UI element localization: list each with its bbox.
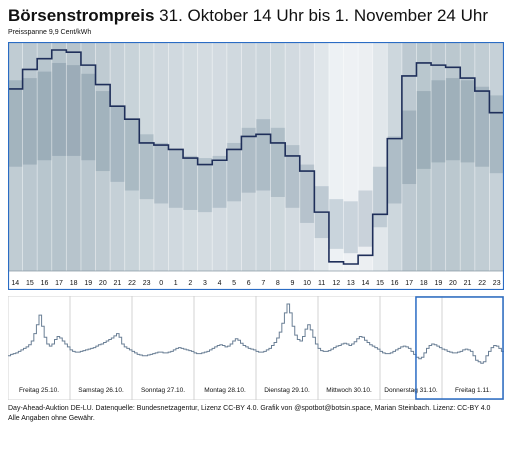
x-tick-label: 23 bbox=[143, 280, 151, 287]
footer-disclaimer: Alle Angaben ohne Gewähr. bbox=[8, 415, 95, 422]
x-tick-label: 21 bbox=[464, 280, 472, 287]
x-tick-label: 1 bbox=[174, 280, 178, 287]
x-tick-label: 8 bbox=[276, 280, 280, 287]
day-label: Donnerstag 31.10. bbox=[384, 387, 438, 394]
x-tick-label: 16 bbox=[41, 280, 49, 287]
footer-source: Day-Ahead-Auktion DE-LU. Datenquelle: Bu… bbox=[8, 405, 491, 412]
hour-column bbox=[197, 43, 213, 271]
hour-range-band bbox=[110, 106, 126, 182]
hour-range-band bbox=[460, 80, 476, 163]
x-tick-label: 15 bbox=[26, 280, 34, 287]
x-tick-label: 19 bbox=[84, 280, 92, 287]
x-tick-label: 12 bbox=[332, 280, 340, 287]
hour-range-band bbox=[401, 110, 417, 185]
x-tick-label: 18 bbox=[420, 280, 428, 287]
hour-range-band bbox=[241, 127, 257, 193]
x-tick-label: 5 bbox=[232, 280, 236, 287]
x-tick-label: 3 bbox=[203, 280, 207, 287]
hour-range-band bbox=[95, 91, 111, 172]
hour-range-band bbox=[387, 136, 403, 204]
x-tick-label: 6 bbox=[247, 280, 251, 287]
page-title: Börsenstrompreis 31. Oktober 14 Uhr bis … bbox=[8, 6, 488, 26]
price-step-line bbox=[8, 49, 504, 265]
hour-range-band bbox=[328, 199, 344, 249]
x-tick-label: 16 bbox=[391, 280, 399, 287]
x-tick-label: 18 bbox=[70, 280, 78, 287]
x-tick-label: 15 bbox=[376, 280, 384, 287]
main-price-chart: 14 15 16 17 18 19 20 21 22 23 0 1 2 3 4 5 6 7 8 9 10 11 12 13 14… bbox=[8, 42, 504, 290]
hour-column bbox=[372, 43, 388, 271]
x-tick-label: 19 bbox=[434, 280, 442, 287]
x-tick-label: 22 bbox=[478, 280, 486, 287]
weekly-overview-chart: Freitag 25.10. Samstag 26.10. Sonntag 27.1… bbox=[8, 296, 504, 400]
hour-range-band bbox=[168, 149, 184, 208]
hour-range-band bbox=[416, 91, 432, 169]
day-label: Samstag 26.10. bbox=[78, 387, 124, 394]
hour-range-band bbox=[153, 142, 169, 204]
day-label: Dienstag 29.10. bbox=[264, 387, 310, 394]
x-tick-label: 14 bbox=[362, 280, 370, 287]
title-bold: Börsenstrompreis bbox=[8, 6, 155, 25]
hour-range-band bbox=[183, 155, 198, 210]
hour-range-band bbox=[124, 119, 140, 191]
x-tick-label: 7 bbox=[261, 280, 265, 287]
day-label: Mittwoch 30.10. bbox=[326, 387, 372, 394]
hour-range-band bbox=[358, 190, 374, 247]
x-tick-label: 14 bbox=[11, 280, 19, 287]
x-tick-label: 9 bbox=[291, 280, 295, 287]
main-chart-frame bbox=[8, 42, 504, 290]
hour-range-band bbox=[445, 78, 461, 161]
highlight-window bbox=[415, 296, 504, 400]
x-tick-label: 10 bbox=[303, 280, 311, 287]
price-range-subtitle: Preisspanne 9,9 Cent/kWh bbox=[8, 29, 92, 36]
hour-column bbox=[299, 43, 315, 271]
day-label: Montag 28.10. bbox=[204, 387, 246, 394]
title-rest: 31. Oktober 14 Uhr bis 1. November 24 Uh… bbox=[159, 6, 488, 25]
footer: Day-Ahead-Auktion DE-LU. Datenquelle: Bu… bbox=[8, 404, 508, 424]
x-tick-label: 17 bbox=[55, 280, 63, 287]
x-tick-label: 11 bbox=[318, 280, 325, 287]
hour-range-band bbox=[80, 73, 96, 161]
hour-range-band bbox=[139, 134, 155, 200]
x-tick-label: 0 bbox=[159, 280, 163, 287]
day-label: Freitag 25.10. bbox=[19, 387, 59, 394]
hour-range-band bbox=[299, 164, 315, 223]
hour-range-band bbox=[51, 62, 67, 156]
x-tick-label: 2 bbox=[188, 280, 192, 287]
overview-price-line bbox=[8, 303, 504, 364]
x-tick-label: 4 bbox=[218, 280, 222, 287]
x-tick-label: 22 bbox=[128, 280, 136, 287]
hour-range-band bbox=[256, 119, 271, 191]
x-tick-label: 17 bbox=[405, 280, 413, 287]
hour-range-band bbox=[285, 145, 301, 208]
hour-range-band bbox=[489, 95, 504, 174]
hour-range-band bbox=[343, 201, 359, 254]
hour-range-band bbox=[226, 142, 242, 202]
hour-range-band bbox=[66, 65, 82, 156]
day-label: Sonntag 27.10. bbox=[141, 387, 185, 394]
x-tick-label: 21 bbox=[114, 280, 122, 287]
hour-range-band bbox=[197, 158, 213, 213]
hour-range-band bbox=[37, 71, 53, 161]
hour-range-band bbox=[431, 80, 446, 163]
x-tick-label: 23 bbox=[493, 280, 501, 287]
x-tick-label: 13 bbox=[347, 280, 355, 287]
hour-range-band bbox=[8, 80, 23, 167]
hour-range-band bbox=[22, 78, 38, 165]
day-label: Freitag 1.11. bbox=[455, 387, 491, 394]
x-tick-label: 20 bbox=[99, 280, 107, 287]
hour-range-band bbox=[270, 127, 286, 197]
hour-range-band bbox=[372, 166, 388, 228]
hour-range-band bbox=[474, 86, 490, 167]
hour-range-band bbox=[212, 155, 228, 208]
x-tick-label: 20 bbox=[449, 280, 457, 287]
